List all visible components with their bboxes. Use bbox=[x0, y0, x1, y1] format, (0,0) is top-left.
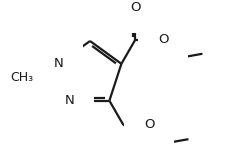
Text: N: N bbox=[65, 94, 74, 107]
Text: O: O bbox=[158, 33, 169, 46]
Text: O: O bbox=[144, 118, 155, 132]
Text: N: N bbox=[54, 57, 63, 70]
Text: O: O bbox=[130, 1, 141, 14]
Text: CH₃: CH₃ bbox=[10, 71, 33, 84]
